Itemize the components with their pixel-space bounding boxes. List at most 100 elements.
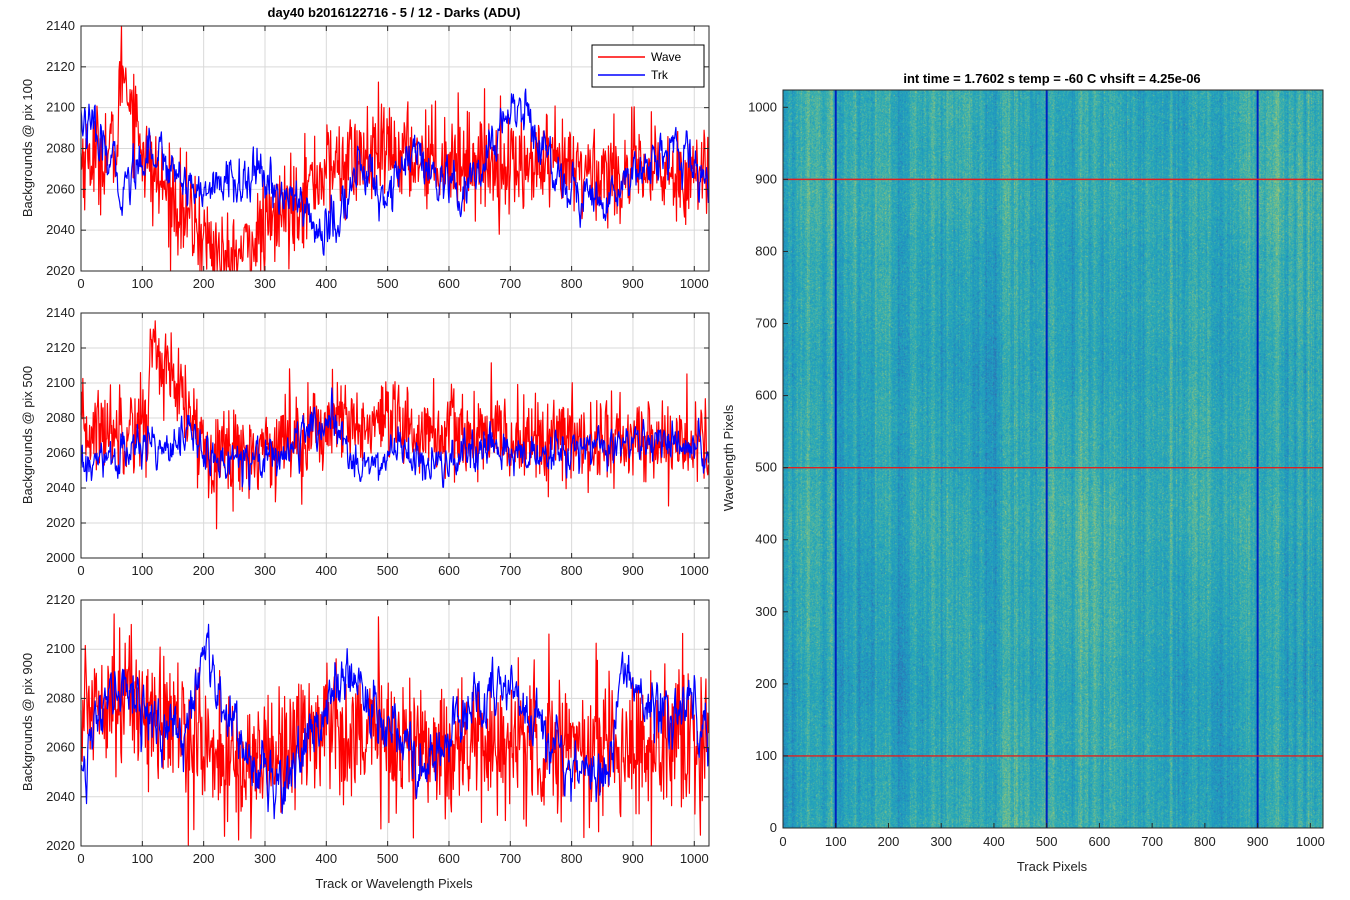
y-tick-label: 2060 (46, 445, 75, 460)
x-tick-label: 600 (438, 276, 460, 291)
y-tick-label: 2100 (46, 100, 75, 115)
y-axis-label: Backgrounds @ pix 100 (20, 79, 35, 217)
x-tick-label: 400 (983, 834, 1005, 849)
y-tick-label: 2060 (46, 181, 75, 196)
x-tick-label: 200 (193, 851, 215, 866)
y-tick-label: 2100 (46, 641, 75, 656)
x-tick-label: 300 (254, 563, 276, 578)
series-line-trk (80, 88, 709, 256)
x-tick-label: 1000 (680, 276, 709, 291)
x-tick-label: 200 (193, 563, 215, 578)
plot-frame (80, 599, 710, 847)
y-tick-label: 1000 (748, 99, 777, 114)
x-tick-label: 1000 (680, 851, 709, 866)
x-tick-label: 300 (254, 851, 276, 866)
x-tick-label: 900 (622, 276, 644, 291)
series-line-wave (80, 613, 709, 847)
x-tick-label: 300 (930, 834, 952, 849)
y-tick-label: 400 (755, 532, 777, 547)
line-plot-pix-100: day40 b2016122716 - 5 / 12 - Darks (ADU)… (20, 5, 710, 291)
x-tick-label: 1000 (680, 563, 709, 578)
y-tick-label: 2020 (46, 838, 75, 853)
series-line-trk (80, 623, 709, 820)
heatmap-panel: int time = 1.7602 s temp = -60 C vhsift … (721, 71, 1325, 874)
x-tick-label: 100 (825, 834, 847, 849)
y-tick-label: 2040 (46, 480, 75, 495)
x-tick-label: 600 (1089, 834, 1111, 849)
x-tick-label: 800 (561, 276, 583, 291)
y-tick-label: 2140 (46, 18, 75, 33)
x-tick-label: 600 (438, 563, 460, 578)
y-tick-label: 100 (755, 748, 777, 763)
x-tick-label: 300 (254, 276, 276, 291)
y-tick-label: 2040 (46, 789, 75, 804)
x-tick-label: 800 (561, 563, 583, 578)
x-tick-label: 500 (377, 276, 399, 291)
x-tick-label: 0 (77, 563, 84, 578)
x-tick-label: 900 (1247, 834, 1269, 849)
heatmap-y-axis-label: Wavelength Pixels (721, 404, 736, 511)
heatmap-x-axis-label: Track Pixels (1017, 859, 1088, 874)
y-tick-label: 900 (755, 171, 777, 186)
y-tick-label: 2100 (46, 375, 75, 390)
x-tick-label: 800 (561, 851, 583, 866)
series-line-wave (80, 25, 709, 272)
x-tick-label: 600 (438, 851, 460, 866)
y-axis-label: Backgrounds @ pix 900 (20, 653, 35, 791)
y-tick-label: 0 (770, 820, 777, 835)
y-tick-label: 2080 (46, 690, 75, 705)
y-tick-label: 800 (755, 243, 777, 258)
x-tick-label: 900 (622, 563, 644, 578)
x-tick-label: 500 (1036, 834, 1058, 849)
line-plot-pix-900: Backgrounds @ pix 900 Track or Wavelengt… (20, 592, 710, 891)
y-tick-label: 2020 (46, 263, 75, 278)
y-axis-label: Backgrounds @ pix 500 (20, 366, 35, 504)
y-tick-label: 2080 (46, 410, 75, 425)
line-plot-pix-500: Backgrounds @ pix 500 0 100 200 300 400 500 60… (20, 305, 710, 578)
y-tick-label: 2140 (46, 305, 75, 320)
y-tick-label: 2120 (46, 592, 75, 607)
legend-label-wave: Wave (651, 50, 682, 64)
legend-label-trk: Trk (651, 68, 669, 82)
x-tick-label: 1000 (1296, 834, 1325, 849)
y-tick-label: 2040 (46, 222, 75, 237)
x-axis-label: Track or Wavelength Pixels (315, 876, 473, 891)
series-line-wave (80, 320, 709, 530)
y-tick-label: 2120 (46, 340, 75, 355)
x-tick-label: 400 (315, 563, 337, 578)
heatmap-title: int time = 1.7602 s temp = -60 C vhsift … (903, 71, 1200, 86)
x-tick-label: 700 (499, 563, 521, 578)
chart-title: day40 b2016122716 - 5 / 12 - Darks (ADU) (268, 5, 521, 20)
x-tick-label: 700 (1141, 834, 1163, 849)
x-tick-label: 100 (131, 563, 153, 578)
x-tick-label: 100 (131, 851, 153, 866)
x-tick-label: 400 (315, 276, 337, 291)
y-tick-label: 300 (755, 604, 777, 619)
y-tick-label: 2020 (46, 515, 75, 530)
y-tick-label: 600 (755, 388, 777, 403)
y-tick-label: 500 (755, 460, 777, 475)
legend: Wave Trk (591, 44, 705, 88)
x-tick-label: 0 (77, 276, 84, 291)
series-line-trk (80, 387, 709, 491)
x-tick-label: 0 (779, 834, 786, 849)
x-tick-label: 700 (499, 851, 521, 866)
y-tick-label: 2120 (46, 59, 75, 74)
x-tick-label: 800 (1194, 834, 1216, 849)
plot-frame (80, 312, 710, 559)
y-tick-label: 2080 (46, 141, 75, 156)
x-tick-label: 100 (131, 276, 153, 291)
x-tick-label: 400 (315, 851, 337, 866)
x-tick-label: 0 (77, 851, 84, 866)
x-tick-label: 200 (193, 276, 215, 291)
y-tick-label: 2000 (46, 550, 75, 565)
x-tick-label: 700 (499, 276, 521, 291)
x-tick-label: 200 (878, 834, 900, 849)
y-tick-label: 2060 (46, 740, 75, 755)
y-tick-label: 200 (755, 676, 777, 691)
heatmap-canvas (783, 90, 1323, 828)
y-tick-label: 700 (755, 316, 777, 331)
legend-box (591, 44, 705, 88)
heatmap-frame (782, 89, 1324, 829)
